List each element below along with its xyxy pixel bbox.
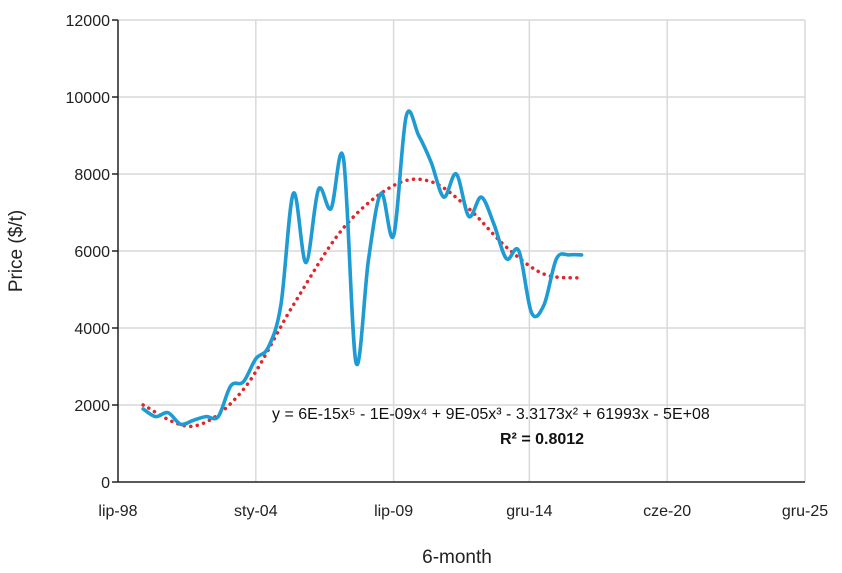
- data-point: [292, 192, 295, 195]
- data-point: [517, 249, 521, 253]
- y-axis-title: Price ($/t): [6, 210, 27, 292]
- data-point: [417, 134, 420, 137]
- data-point: [217, 415, 220, 418]
- data-point: [505, 257, 508, 260]
- data-point: [379, 192, 383, 195]
- data-point: [191, 419, 195, 422]
- axes: [112, 19, 805, 483]
- trendline-equation: y = 6E-15x⁵ - 1E-09x⁴ + 9E-05x³ - 3.3173…: [272, 406, 710, 423]
- polynomial-trendline: [141, 177, 584, 428]
- data-point: [404, 115, 408, 118]
- data-point: [354, 361, 358, 364]
- data-point: [367, 257, 370, 260]
- x-tick-label: lip-98: [98, 503, 137, 520]
- y-tick-label: 0: [101, 475, 110, 492]
- data-point: [455, 172, 458, 176]
- tick-labels: 0 2000 4000 6000 8000 10000 12000 lip-98 sty-04 l…: [66, 13, 829, 520]
- data-point: [317, 188, 320, 191]
- data-point: [254, 357, 258, 360]
- data-point: [242, 380, 245, 384]
- data-point: [392, 234, 395, 237]
- data-point: [267, 346, 270, 349]
- data-point: [141, 407, 145, 411]
- x-tick-label: cze-20: [643, 503, 691, 520]
- data-point: [492, 222, 496, 226]
- data-point: [530, 311, 533, 314]
- data-point: [480, 195, 483, 199]
- data-point: [279, 303, 283, 307]
- y-tick-label: 10000: [66, 90, 111, 107]
- data-point: [580, 253, 583, 257]
- data-point: [229, 384, 232, 387]
- trendline-path: [141, 177, 584, 428]
- x-tick-label: gru-14: [506, 503, 552, 520]
- data-point: [166, 411, 170, 414]
- x-tick-label: lip-09: [374, 503, 413, 520]
- x-axis-title: 6-month: [422, 547, 492, 568]
- price-series: [141, 109, 584, 427]
- y-tick-label: 2000: [74, 398, 110, 415]
- y-tick-label: 4000: [74, 321, 110, 338]
- data-point: [179, 423, 182, 426]
- series-line: [141, 109, 584, 427]
- trendline-r-squared: R² = 0.8012: [500, 431, 584, 448]
- x-tick-label: sty-04: [234, 503, 278, 520]
- y-tick-label: 8000: [74, 167, 110, 184]
- data-point: [342, 157, 345, 160]
- data-point: [329, 207, 333, 210]
- data-point: [542, 303, 546, 307]
- y-tick-label: 12000: [66, 13, 111, 30]
- y-tick-label: 6000: [74, 244, 110, 261]
- data-point: [304, 261, 308, 264]
- data-point: [555, 257, 558, 260]
- data-point: [154, 415, 157, 418]
- data-point: [442, 195, 445, 199]
- x-tick-label: gru-25: [782, 503, 828, 520]
- gridlines: [118, 19, 806, 482]
- data-point: [567, 253, 571, 257]
- data-point: [430, 161, 433, 164]
- data-point: [467, 215, 471, 218]
- data-point: [204, 415, 207, 418]
